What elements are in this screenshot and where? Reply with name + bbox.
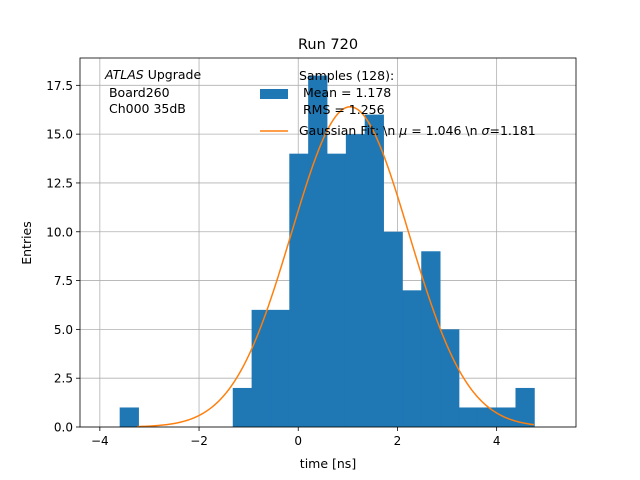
histogram-bar xyxy=(402,290,422,427)
annotation-board: Board260 xyxy=(105,85,170,100)
histogram-bar xyxy=(421,251,441,427)
legend-fit-label: Gaussian Fit: \n μ = 1.046 \n σ=1.181 xyxy=(299,123,536,138)
annotation-channel: Ch000 35dB xyxy=(105,101,186,116)
histogram-bar xyxy=(440,329,460,427)
y-tick-label: 15.0 xyxy=(46,128,73,142)
legend-hist-line1: Samples (128): xyxy=(299,68,394,83)
histogram-bar xyxy=(383,231,403,427)
histogram-bar xyxy=(477,407,498,427)
x-tick-label: −2 xyxy=(190,434,208,448)
atlas-annotation: ATLAS Upgrade Board260 Ch000 35dB xyxy=(104,67,201,116)
y-tick-label: 0.0 xyxy=(54,421,73,435)
gaussian-fit-curve xyxy=(137,106,534,428)
x-axis-label: time [ns] xyxy=(300,456,356,471)
y-tick-label: 2.5 xyxy=(54,372,73,386)
plot-frame xyxy=(79,57,577,428)
x-tick-label: −4 xyxy=(91,434,109,448)
histogram-bar xyxy=(345,134,366,427)
y-tick-label: 5.0 xyxy=(54,323,73,337)
legend-hist-line2: Mean = 1.178 xyxy=(299,85,391,100)
legend-hist-swatch xyxy=(260,89,288,99)
histogram-bar xyxy=(515,387,535,427)
legend-hist-line3: RMS = 1.256 xyxy=(299,102,385,117)
histogram-bar xyxy=(364,114,384,427)
histogram-bar xyxy=(289,153,309,427)
y-tick-label: 10.0 xyxy=(46,225,73,239)
axis-ticks: −4 −2 0 2 4 0.0 2.5 5.0 7.5 10.0 12.5 15.0 17.5 xyxy=(46,79,500,448)
svg-text:ATLAS Upgrade: ATLAS Upgrade xyxy=(104,67,201,82)
annotation-upgrade: Upgrade xyxy=(144,67,202,82)
histogram-bar xyxy=(458,407,479,427)
chart-title: Run 720 xyxy=(298,37,358,53)
histogram-bar xyxy=(327,153,347,427)
x-tick-label: 4 xyxy=(493,434,501,448)
y-axis-label: Entries xyxy=(19,221,34,265)
legend: Samples (128): Mean = 1.178 RMS = 1.256 … xyxy=(260,68,536,138)
histogram-bar xyxy=(232,387,253,427)
histogram-bar xyxy=(270,309,290,427)
y-tick-label: 7.5 xyxy=(54,274,73,288)
histogram-bar xyxy=(119,407,139,427)
x-tick-label: 0 xyxy=(294,434,302,448)
x-tick-label: 2 xyxy=(394,434,402,448)
annotation-atlas: ATLAS xyxy=(104,67,144,82)
y-tick-label: 17.5 xyxy=(46,79,73,93)
y-tick-label: 12.5 xyxy=(46,176,73,190)
